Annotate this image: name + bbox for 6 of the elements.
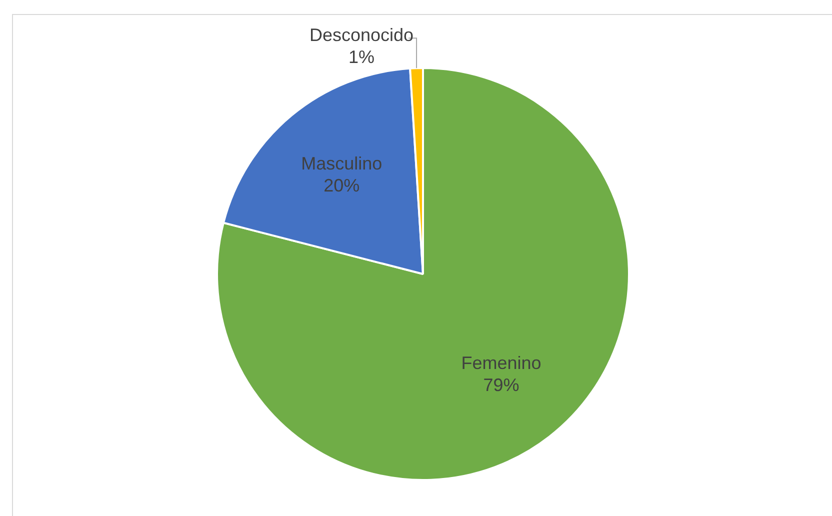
data-label: 20% (324, 176, 360, 196)
slice-label: Masculino (301, 154, 382, 174)
slice-label: Desconocido (310, 25, 414, 46)
data-label: 79% (483, 374, 520, 395)
data-label: 1% (348, 47, 375, 68)
slice-label: Femenino (461, 352, 542, 373)
